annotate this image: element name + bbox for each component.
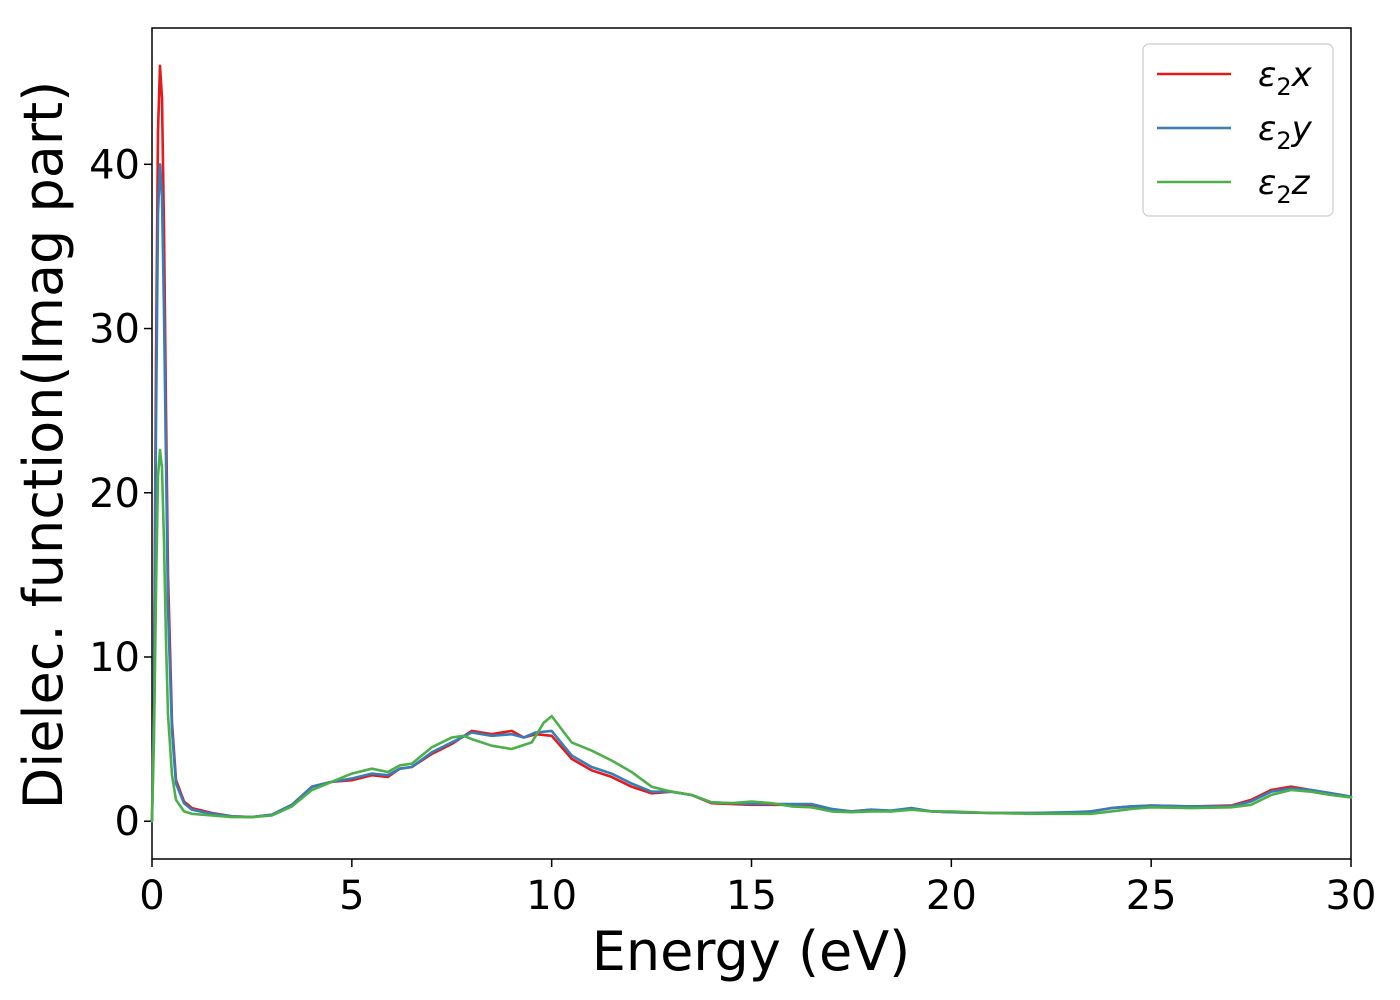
series-lines bbox=[150, 64, 1353, 823]
series-line-y bbox=[150, 163, 1353, 823]
x-tick-label: 15 bbox=[726, 873, 777, 919]
x-tick-label: 20 bbox=[926, 873, 977, 919]
series-line-z bbox=[150, 448, 1353, 823]
y-axis-ticks: 0 10 20 30 40 bbox=[89, 142, 152, 845]
x-tick-label: 10 bbox=[526, 873, 577, 919]
x-axis-ticks: 0 5 10 15 20 25 30 bbox=[139, 859, 1376, 919]
x-tick-label: 30 bbox=[1326, 873, 1377, 919]
y-tick-label: 30 bbox=[89, 307, 140, 353]
x-tick-label: 25 bbox=[1126, 873, 1177, 919]
y-tick-label: 20 bbox=[89, 471, 140, 517]
y-tick-label: 0 bbox=[115, 799, 140, 845]
legend-label-y: ε2y bbox=[1258, 109, 1313, 155]
x-tick-label: 0 bbox=[139, 873, 164, 919]
y-tick-label: 40 bbox=[89, 142, 140, 188]
legend-label-z: ε2z bbox=[1258, 163, 1311, 209]
legend-box bbox=[1142, 43, 1334, 217]
x-tick-label: 5 bbox=[339, 873, 364, 919]
y-axis-label: Dielec. function(Imag part) bbox=[12, 81, 75, 810]
y-tick-label: 10 bbox=[89, 635, 140, 681]
legend: ε2x ε2y ε2z bbox=[1142, 43, 1334, 217]
legend-label-x: ε2x bbox=[1258, 55, 1313, 101]
x-axis-label: Energy (eV) bbox=[592, 920, 911, 983]
